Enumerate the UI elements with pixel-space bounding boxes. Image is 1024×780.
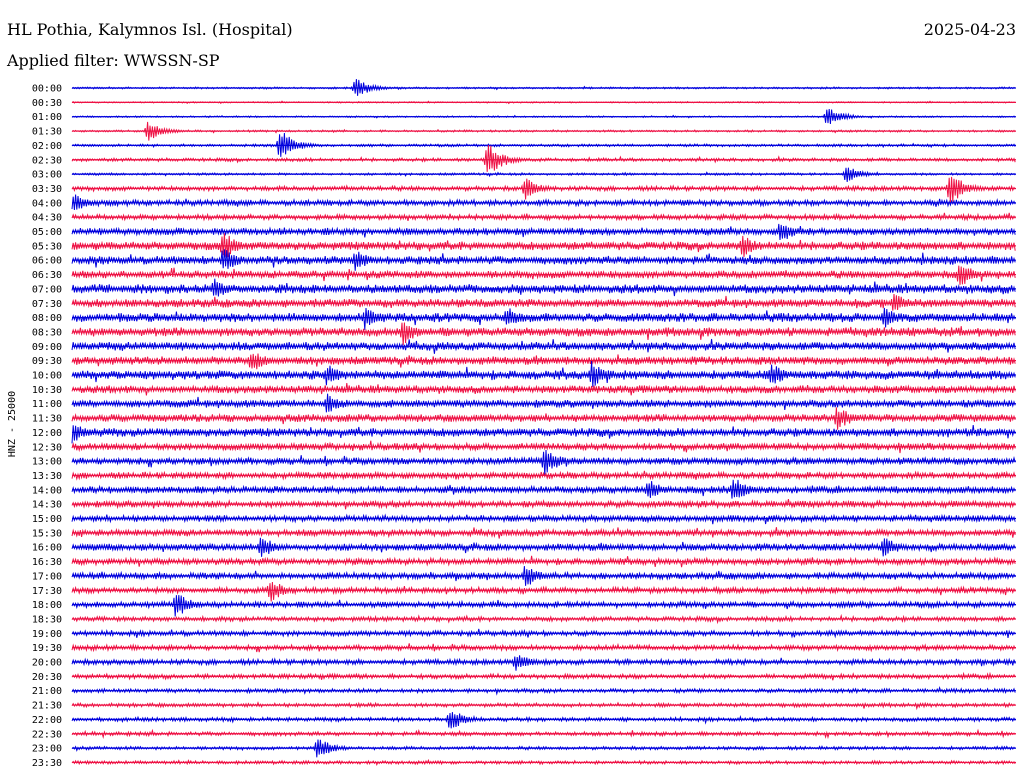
time-tick-label: 04:30	[32, 213, 62, 224]
time-tick-label: 11:30	[32, 414, 62, 425]
time-tick-group: 00:00 00:30 01:00 01:30 02:00 02:30 03:00 03:30…	[32, 84, 62, 769]
trace-line	[71, 470, 1016, 481]
trace-line	[71, 338, 1016, 354]
trace-line	[71, 233, 1016, 258]
time-tick-label: 14:00	[32, 485, 62, 496]
trace-line	[71, 293, 1016, 311]
trace-line	[71, 353, 1016, 370]
trace-line	[71, 167, 1016, 182]
trace-line	[71, 212, 1016, 222]
trace-group	[71, 79, 1016, 767]
time-tick-label: 01:00	[32, 112, 62, 123]
time-tick-label: 00:30	[32, 98, 62, 109]
time-tick-label: 21:30	[32, 701, 62, 712]
time-tick-label: 15:00	[32, 514, 62, 525]
time-tick-label: 20:00	[32, 658, 62, 669]
time-tick-label: 17:00	[32, 571, 62, 582]
time-tick-label: 22:00	[32, 715, 62, 726]
time-tick-label: 18:30	[32, 614, 62, 625]
trace-line	[71, 728, 1016, 740]
trace-line	[71, 628, 1016, 639]
time-tick-label: 23:30	[32, 758, 62, 769]
trace-line	[71, 513, 1016, 525]
trace-line	[71, 265, 1016, 285]
time-tick-label: 22:30	[32, 729, 62, 740]
time-tick-label: 10:00	[32, 371, 62, 382]
trace-line	[71, 595, 1016, 617]
time-tick-label: 18:00	[32, 600, 62, 611]
trace-line	[71, 581, 1016, 602]
trace-line	[71, 425, 1016, 444]
time-tick-label: 14:30	[32, 500, 62, 511]
time-tick-label: 13:30	[32, 471, 62, 482]
trace-line	[71, 407, 1016, 430]
trace-line	[71, 144, 1016, 172]
trace-line	[71, 360, 1016, 387]
time-tick-label: 05:00	[32, 227, 62, 238]
time-tick-label: 15:30	[32, 528, 62, 539]
time-tick-label: 00:00	[32, 84, 62, 95]
filter-label: Applied filter: WWSSN-SP	[7, 51, 220, 70]
time-tick-label: 06:30	[32, 270, 62, 281]
time-tick-label: 09:30	[32, 356, 62, 367]
trace-line	[71, 739, 1016, 758]
trace-line	[71, 278, 1016, 297]
time-tick-label: 01:30	[32, 127, 62, 138]
trace-line	[71, 307, 1016, 330]
time-tick-label: 09:00	[32, 342, 62, 353]
trace-line	[71, 176, 1016, 204]
time-tick-label: 02:30	[32, 155, 62, 166]
trace-line	[71, 440, 1016, 454]
trace-line	[71, 249, 1016, 271]
trace-line	[71, 555, 1016, 568]
trace-line	[71, 537, 1016, 557]
time-tick-label: 03:30	[32, 184, 62, 195]
time-tick-label: 04:00	[32, 198, 62, 209]
trace-line	[71, 686, 1016, 696]
time-tick-label: 07:30	[32, 299, 62, 310]
time-tick-label: 02:00	[32, 141, 62, 152]
trace-line	[71, 566, 1016, 586]
time-tick-label: 20:30	[32, 672, 62, 683]
trace-line	[71, 449, 1016, 476]
trace-line	[71, 671, 1016, 681]
trace-line	[71, 393, 1016, 413]
date-label: 2025-04-23	[923, 20, 1016, 39]
trace-line	[71, 223, 1016, 241]
time-tick-label: 08:30	[32, 327, 62, 338]
channel-label: HNZ - 25000	[7, 391, 18, 457]
time-tick-label: 16:00	[32, 543, 62, 554]
station-title: HL Pothia, Kalymnos Isl. (Hospital)	[7, 20, 293, 39]
time-tick-label: 17:30	[32, 586, 62, 597]
time-tick-label: 13:00	[32, 457, 62, 468]
trace-line	[71, 712, 1016, 729]
trace-line	[71, 701, 1016, 711]
time-tick-label: 23:00	[32, 744, 62, 755]
time-tick-label: 10:30	[32, 385, 62, 396]
time-tick-label: 19:00	[32, 629, 62, 640]
time-tick-label: 12:30	[32, 442, 62, 453]
trace-line	[71, 613, 1016, 625]
time-tick-label: 12:00	[32, 428, 62, 439]
time-tick-label: 19:30	[32, 643, 62, 654]
time-tick-label: 06:00	[32, 256, 62, 267]
trace-line	[71, 194, 1016, 210]
time-tick-label: 03:00	[32, 170, 62, 181]
time-tick-label: 16:30	[32, 557, 62, 568]
time-tick-label: 21:00	[32, 686, 62, 697]
time-tick-label: 05:30	[32, 241, 62, 252]
trace-line	[71, 642, 1016, 653]
trace-line	[71, 527, 1016, 539]
trace-line	[71, 383, 1016, 396]
trace-line	[71, 479, 1016, 499]
trace-line	[71, 655, 1016, 671]
trace-line	[71, 498, 1016, 510]
time-tick-label: 07:00	[32, 284, 62, 295]
time-tick-label: 08:00	[32, 313, 62, 324]
time-tick-label: 11:00	[32, 399, 62, 410]
trace-line	[71, 322, 1016, 346]
